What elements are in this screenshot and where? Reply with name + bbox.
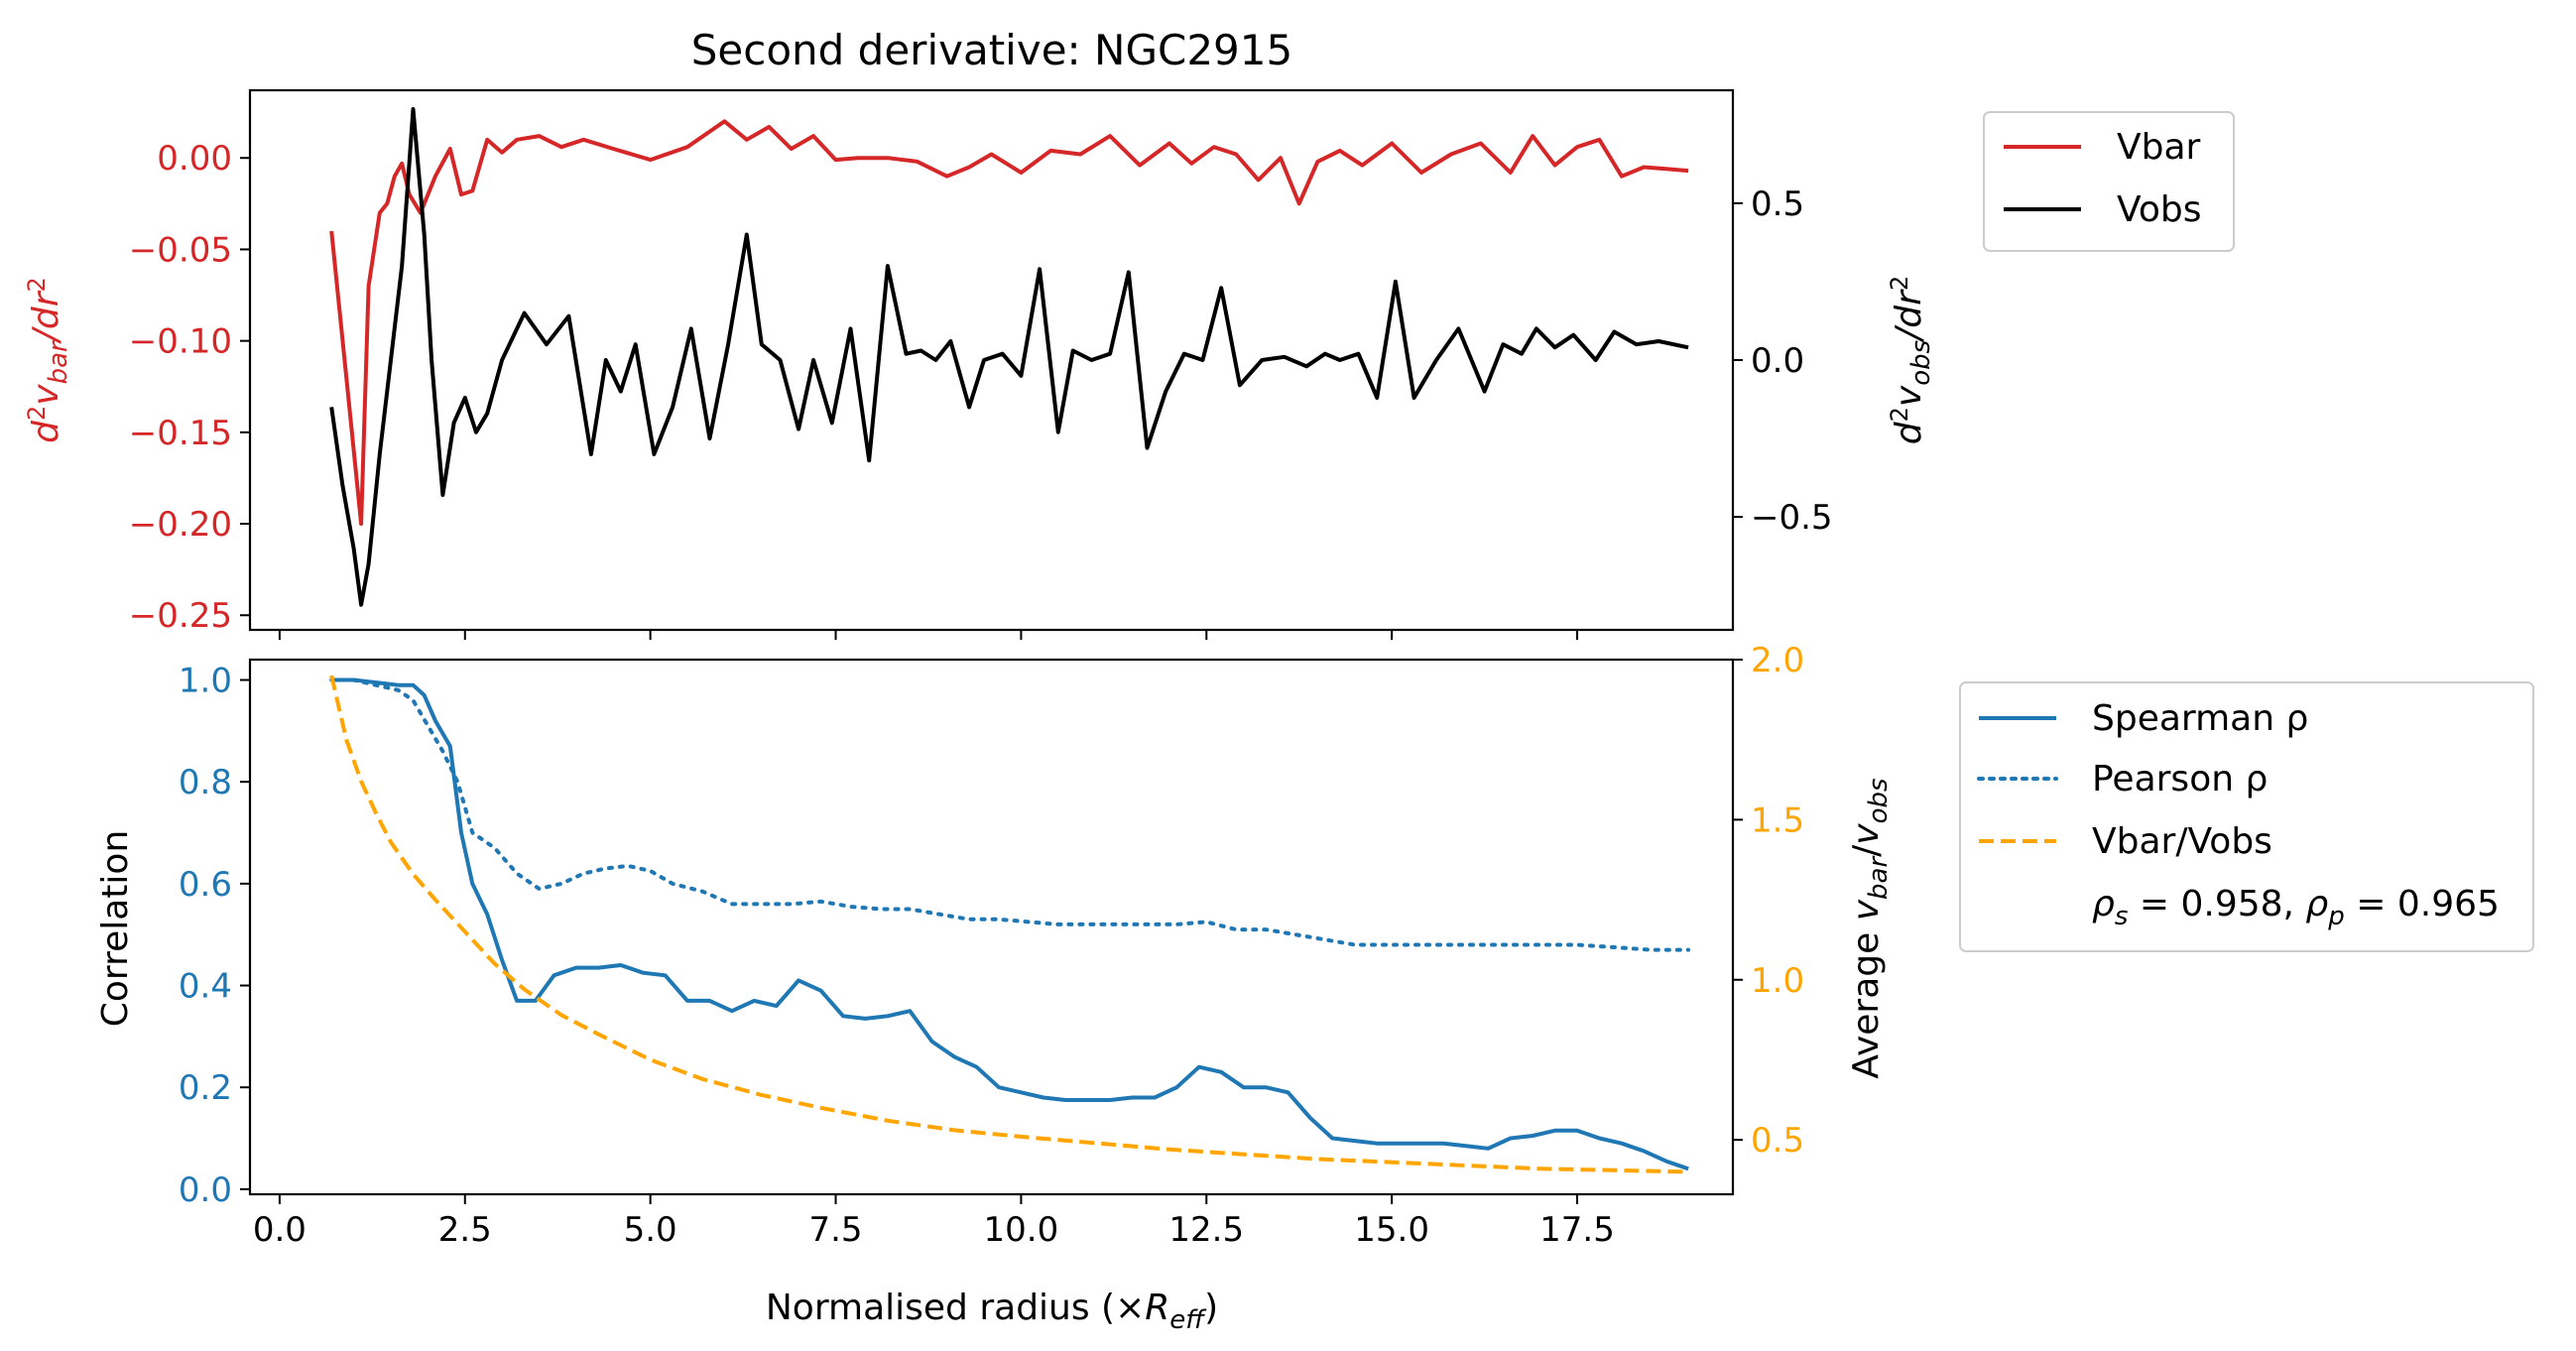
y-right-tick-label: −0.5 xyxy=(1751,498,1833,538)
x-tick-label: 2.5 xyxy=(438,1210,492,1250)
bottom-right-axis-label: Average vbar/vobs xyxy=(1846,778,1894,1078)
y-left-tick-label: −0.20 xyxy=(129,505,232,545)
chart-title: Second derivative: NGC2915 xyxy=(691,26,1292,74)
bottom-plot-frame xyxy=(248,658,1735,1196)
legend-label-vbar-vobs: Vbar/Vobs xyxy=(2092,821,2272,862)
bottom-x-ticks: 0.0 2.5 5.0 7.5 10.0 12.5 15.0 17.5 xyxy=(253,1194,1615,1250)
y-left-tick-label: −0.10 xyxy=(129,322,232,362)
top-right-axis-label: d2vobs/dr2 xyxy=(1886,276,1936,444)
y-left-tick-label: 0.2 xyxy=(179,1068,232,1108)
x-tick-label: 5.0 xyxy=(624,1210,677,1250)
y-left-tick-label: −0.25 xyxy=(129,596,232,636)
series-line-pearson xyxy=(329,677,1691,952)
bottom-legend: Spearman ρ Pearson ρ Vbar/Vobs ρs = 0.95… xyxy=(1959,681,2534,952)
y-left-tick-label: 0.8 xyxy=(179,763,232,802)
y-right-tick-label: 0.5 xyxy=(1751,184,1804,224)
legend-label-vbar: Vbar xyxy=(2117,127,2201,168)
legend-stats: ρs = 0.958, ρp = 0.965 xyxy=(2092,884,2500,931)
y-right-tick-label: 0.5 xyxy=(1751,1121,1804,1161)
top-left-ticks: −0.25 −0.20 −0.15 −0.10 −0.05 0.00 xyxy=(129,139,250,636)
legend-label-spearman: Spearman ρ xyxy=(2092,698,2308,739)
series-line-spearman xyxy=(331,677,1689,1171)
x-tick-label: 12.5 xyxy=(1168,1210,1244,1250)
x-tick-label: 0.0 xyxy=(253,1210,307,1250)
x-tick-label: 7.5 xyxy=(808,1210,862,1250)
legend-label-pearson: Pearson ρ xyxy=(2092,759,2268,799)
y-left-tick-label: 0.0 xyxy=(179,1170,232,1210)
y-left-tick-label: 0.00 xyxy=(157,139,232,179)
bottom-right-ticks: 0.5 1.0 1.5 2.0 xyxy=(1733,641,1804,1161)
y-left-tick-label: 1.0 xyxy=(179,662,232,701)
top-panel: Second derivative: NGC2915 −0.25−0.20−0.… xyxy=(23,26,2235,640)
y-right-tick-label: 0.0 xyxy=(1751,341,1804,381)
series-line-vbar xyxy=(329,119,1689,526)
legend-label-vobs: Vobs xyxy=(2117,189,2201,230)
y-left-tick-label: 0.6 xyxy=(179,865,232,905)
bottom-marks xyxy=(329,675,1691,1174)
top-right-ticks: −0.5 0.0 0.5 xyxy=(1733,184,1833,538)
y-right-tick-label: 1.5 xyxy=(1751,800,1804,840)
bottom-legend-box xyxy=(1959,681,2534,952)
x-axis-label: Normalised radius (×Reff) xyxy=(766,1288,1218,1335)
y-right-tick-label: 1.0 xyxy=(1751,961,1804,1001)
series-line-vobs xyxy=(329,107,1689,607)
series-line-vbar-vobs xyxy=(329,675,1689,1174)
bottom-left-ticks: 0.0 0.2 0.4 0.6 0.8 1.0 xyxy=(179,662,250,1210)
y-left-tick-label: 0.4 xyxy=(179,967,232,1007)
bottom-left-axis-label: Correlation xyxy=(95,830,136,1028)
y-left-tick-label: −0.15 xyxy=(129,414,232,453)
top-x-ticks xyxy=(278,630,1579,640)
y-left-tick-label: −0.05 xyxy=(129,230,232,270)
top-marks xyxy=(329,107,1689,607)
x-tick-label: 10.0 xyxy=(984,1210,1059,1250)
bottom-panel: 0.0 2.5 5.0 7.5 10.0 12.5 15.0 17.5 0.00.20.40.… xyxy=(95,641,2534,1335)
top-legend: Vbar Vobs xyxy=(1983,111,2235,252)
x-tick-label: 17.5 xyxy=(1539,1210,1615,1250)
y-right-tick-label: 2.0 xyxy=(1751,641,1804,680)
top-left-axis-label: d2vbar/dr2 xyxy=(23,277,73,443)
x-tick-label: 15.0 xyxy=(1354,1210,1429,1250)
